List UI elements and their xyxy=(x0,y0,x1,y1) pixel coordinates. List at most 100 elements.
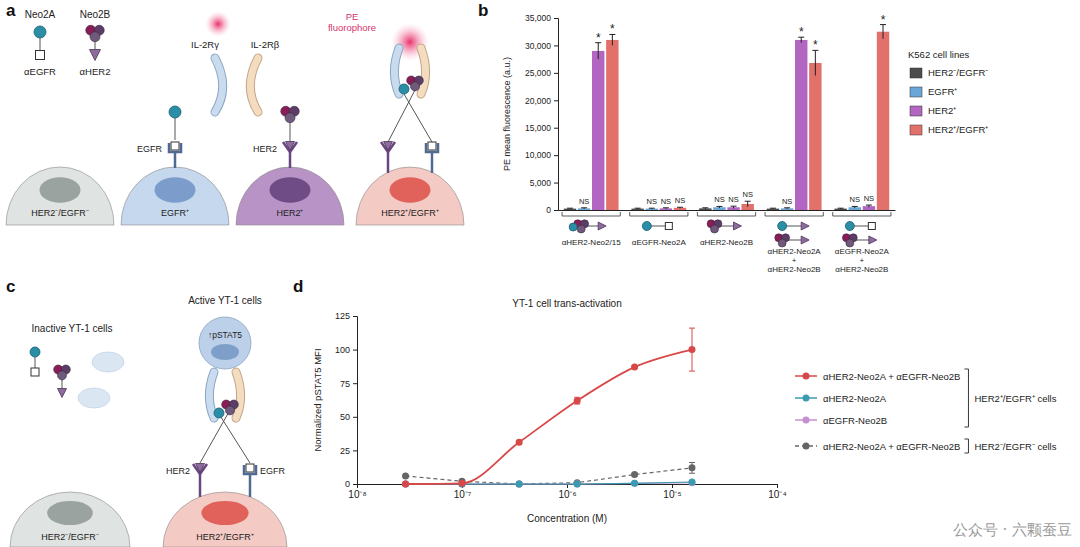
tick: 25 xyxy=(340,446,357,456)
significance-labels: NSNSNSNSNS*NSNS*NS*NSNS** xyxy=(579,13,886,207)
tick-mark xyxy=(554,18,558,19)
aegfr-binder xyxy=(428,142,436,150)
panel-d: 10⁻⁸10⁻⁷10⁻⁶10⁻⁵10⁻⁴0255075100125YT-1 ce… xyxy=(312,298,1057,524)
nucleus xyxy=(47,501,93,525)
neo2a-domain xyxy=(214,408,224,418)
il2-receptor xyxy=(395,48,400,94)
significance-label: NS xyxy=(850,195,860,204)
il2-receptor-outline xyxy=(421,48,426,94)
receptor-stalk xyxy=(249,474,252,497)
error-cap xyxy=(677,207,683,208)
series-line xyxy=(406,350,692,484)
y-axis: 0255075100125 xyxy=(335,311,358,489)
legend-bracket xyxy=(964,439,968,453)
data-point xyxy=(516,481,523,488)
tick: 100 xyxy=(335,345,357,355)
error-cap xyxy=(581,207,587,208)
legend-swatch xyxy=(910,68,922,78)
tick-label: 25,000 xyxy=(525,68,551,78)
category-label: αEGFR-Neo2A xyxy=(632,238,687,247)
category-label: αHER2-Neo2B xyxy=(700,238,753,247)
tick-mark xyxy=(554,210,558,211)
tick-label: 35,000 xyxy=(525,13,551,23)
tick-label: 10⁻⁸ xyxy=(348,489,366,500)
significance-label: * xyxy=(596,31,601,45)
neo2a-domain xyxy=(399,84,409,94)
y-axis: 05,00010,00015,00020,00025,00030,00035,0… xyxy=(525,13,559,215)
receptor-stalk xyxy=(387,152,390,173)
data-point xyxy=(459,481,466,488)
category-label: αHER2-Neo2/15 xyxy=(562,238,621,247)
tick-mark xyxy=(554,155,558,156)
neo2a-domain xyxy=(34,26,46,38)
marker-label: EGFR xyxy=(137,144,163,154)
tick-label: 20,000 xyxy=(525,96,551,106)
aegfr-binder xyxy=(31,368,39,376)
error-bar xyxy=(598,43,599,59)
bar xyxy=(713,207,725,210)
tick-label: 0 xyxy=(345,479,350,489)
neo2b-domain xyxy=(577,225,585,233)
tick: 50 xyxy=(340,412,357,422)
legend-label: αHER2-Neo2A + αEGFR-Neo2B xyxy=(823,441,960,452)
cell-label: HER2⁻/EGFR⁻ xyxy=(31,208,89,218)
receptor-stalk xyxy=(199,474,202,497)
error-cap xyxy=(838,208,844,209)
tick-label: 30,000 xyxy=(525,41,551,51)
nucleus xyxy=(39,177,80,203)
egfr-receptor xyxy=(426,143,438,152)
receptor-stalk xyxy=(431,152,434,173)
error-cap xyxy=(689,371,695,372)
tick: 125 xyxy=(335,311,357,321)
axis-line xyxy=(559,210,896,211)
aher2-binder xyxy=(90,50,101,61)
text-line: αHER2-Neo2/15 xyxy=(562,238,621,247)
receptor-name: IL-2Rβ xyxy=(251,39,280,50)
linker xyxy=(40,37,41,51)
tick-mark xyxy=(353,417,357,418)
data-point xyxy=(574,397,581,404)
il2-receptor-outline xyxy=(251,58,259,112)
aegfr-binder xyxy=(171,142,179,150)
tick: 25,000 xyxy=(525,68,558,78)
error-cap xyxy=(689,462,695,463)
bar xyxy=(564,209,576,210)
neo2b-domain xyxy=(58,371,67,380)
group-bracket xyxy=(765,212,823,216)
tick: 10⁻⁸ xyxy=(348,484,366,500)
neo2a-domain xyxy=(169,106,181,118)
bar xyxy=(646,209,658,210)
panel-label: d xyxy=(293,277,303,296)
data-point xyxy=(402,481,409,488)
bar xyxy=(578,208,590,210)
legend: αHER2-Neo2A + αEGFR-Neo2BαHER2-Neo2AαEGF… xyxy=(795,369,1057,453)
legend-marker xyxy=(803,417,810,424)
category-label: αHER2-Neo2A+αHER2-Neo2B xyxy=(768,247,822,274)
her2-receptor xyxy=(283,142,297,152)
aegfr-binder xyxy=(246,464,254,472)
legend-label: αHER2-Neo2A + αEGFR-Neo2B xyxy=(823,371,960,382)
data-point xyxy=(631,480,638,487)
yt1-cell-active xyxy=(199,317,251,369)
cell xyxy=(163,492,287,547)
yt1-cell xyxy=(78,388,110,408)
receptor-name: IL-2Rγ xyxy=(191,39,219,50)
data-point xyxy=(631,364,638,371)
neo2a-domain xyxy=(642,222,651,231)
legend-swatch xyxy=(910,106,922,116)
error-cap xyxy=(689,473,695,474)
tick-label: 0 xyxy=(546,205,551,215)
error-cap xyxy=(635,208,641,209)
neo2a-domain xyxy=(30,347,40,357)
chart-title: YT-1 cell trans-activation xyxy=(512,298,622,309)
significance-label: NS xyxy=(647,197,657,206)
tick: 5,000 xyxy=(530,178,558,188)
aher2-binder xyxy=(801,236,809,244)
aher2-binder xyxy=(196,464,205,473)
bar xyxy=(767,209,779,210)
significance-label: NS xyxy=(728,195,738,204)
data-point xyxy=(516,439,523,446)
receptor-stalk xyxy=(174,152,177,168)
neo2a-domain xyxy=(569,223,577,231)
legend-label: αEGFR-Neo2B xyxy=(823,415,887,426)
